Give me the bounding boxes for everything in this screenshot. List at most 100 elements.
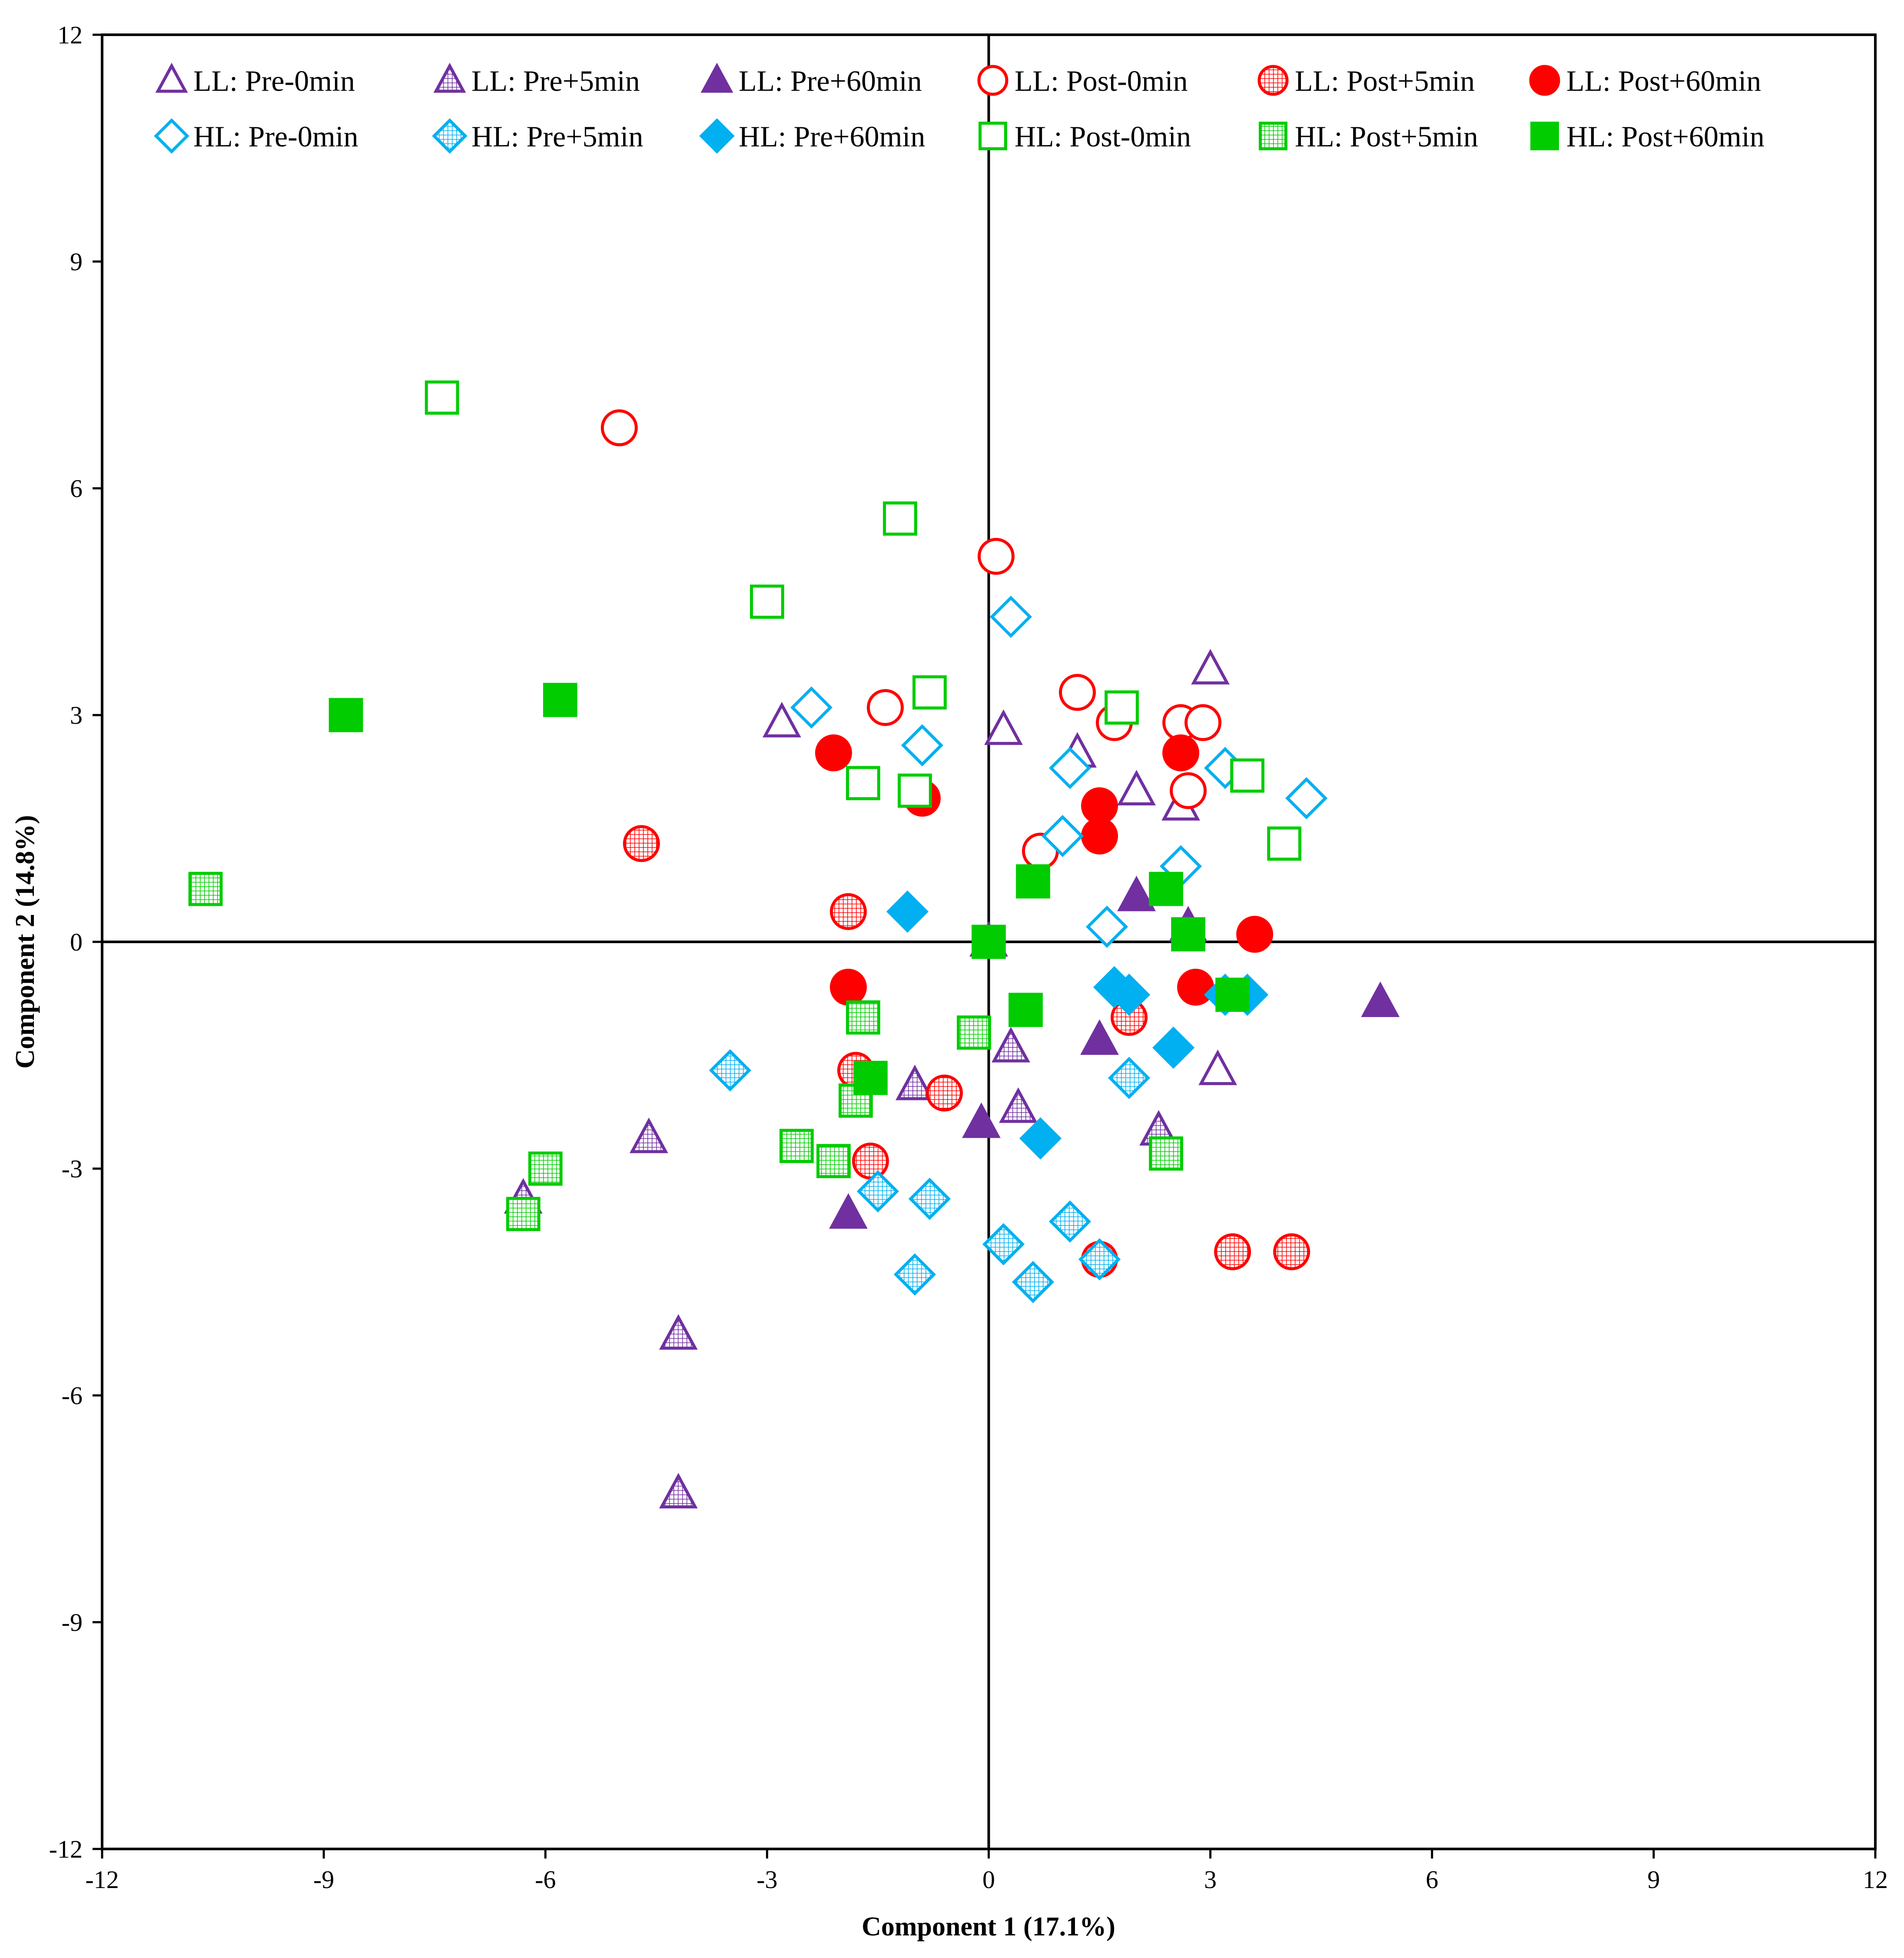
x-tick-label: 12 — [1863, 1865, 1888, 1894]
data-point — [982, 1223, 1025, 1266]
data-point — [1230, 758, 1265, 793]
data-point — [989, 596, 1032, 638]
data-point — [1273, 1233, 1310, 1270]
data-point — [1108, 974, 1151, 1016]
data-point — [1198, 1049, 1237, 1085]
data-point — [815, 734, 852, 772]
data-point — [1214, 1233, 1251, 1270]
legend-marker — [433, 63, 466, 93]
data-point — [1149, 871, 1183, 906]
data-points — [188, 380, 1400, 1509]
data-point — [846, 766, 880, 800]
legend-label: LL: Post+5min — [1295, 64, 1475, 97]
data-point — [1081, 817, 1118, 855]
data-point — [1117, 875, 1156, 911]
legend-label: LL: Pre+60min — [739, 64, 922, 97]
x-tick-label: -3 — [756, 1865, 777, 1894]
data-point — [790, 686, 833, 729]
legend-marker — [432, 118, 468, 154]
data-point — [856, 1170, 899, 1213]
series-8 — [709, 1049, 1151, 1303]
data-point — [912, 675, 947, 710]
legend-label: LL: Pre-0min — [193, 64, 355, 97]
data-point — [853, 1060, 888, 1095]
y-tick-label: -6 — [62, 1382, 83, 1410]
data-point — [1041, 815, 1084, 858]
data-point — [1267, 826, 1302, 861]
data-point — [896, 1064, 934, 1100]
y-tick-label: -12 — [49, 1835, 83, 1863]
data-point — [1108, 1057, 1151, 1099]
data-point — [709, 1049, 751, 1092]
x-tick-label: -12 — [85, 1865, 119, 1894]
y-tick-label: 6 — [70, 474, 83, 503]
y-tick-label: 3 — [70, 701, 83, 729]
series-10 — [425, 380, 1302, 861]
data-point — [780, 1129, 814, 1163]
data-point — [623, 825, 660, 862]
data-point — [852, 1143, 889, 1180]
data-point — [425, 380, 459, 415]
data-point — [925, 1074, 963, 1112]
data-point — [962, 1102, 1001, 1138]
data-point — [659, 1473, 698, 1509]
data-point — [866, 689, 904, 726]
legend-marker — [977, 65, 1008, 96]
y-tick-label: 12 — [57, 21, 83, 49]
data-point — [829, 893, 867, 930]
legend-marker — [1257, 65, 1289, 96]
x-tick-label: -9 — [313, 1865, 334, 1894]
y-tick-label: -3 — [62, 1155, 83, 1183]
data-point — [886, 890, 929, 933]
y-axis-title: Component 2 (14.8%) — [10, 815, 40, 1069]
legend-label: LL: Post+60min — [1566, 64, 1761, 97]
legend-label: LL: Pre+5min — [471, 64, 640, 97]
data-point — [999, 1087, 1038, 1123]
data-point — [629, 1117, 668, 1153]
data-point — [893, 1253, 936, 1296]
data-point — [1171, 917, 1205, 951]
data-point — [992, 1027, 1030, 1063]
series-2 — [504, 1027, 1178, 1509]
legend-label: LL: Post-0min — [1015, 64, 1188, 97]
data-point — [506, 1197, 541, 1231]
data-point — [188, 871, 223, 906]
legend-marker — [979, 122, 1007, 150]
data-point — [1170, 772, 1207, 809]
data-point — [816, 1144, 851, 1178]
legend-label: HL: Pre+60min — [739, 120, 925, 153]
data-point — [1080, 1019, 1119, 1055]
data-point — [1059, 674, 1096, 711]
legend-marker — [699, 118, 735, 154]
data-point — [528, 1151, 563, 1186]
legend-marker — [154, 118, 189, 154]
data-point — [1105, 690, 1139, 725]
data-point — [883, 501, 917, 536]
data-point — [1008, 993, 1043, 1027]
data-point — [1078, 1238, 1121, 1281]
data-point — [1184, 704, 1222, 741]
data-point — [1019, 1117, 1062, 1160]
x-tick-label: -6 — [535, 1865, 556, 1894]
y-tick-label: -9 — [62, 1608, 83, 1637]
series-7 — [790, 596, 1328, 948]
x-tick-label: 0 — [982, 1865, 995, 1894]
data-point — [659, 1314, 698, 1350]
data-point — [908, 1177, 951, 1220]
data-point — [829, 1193, 868, 1229]
legend-label: HL: Post+60min — [1566, 120, 1765, 153]
data-point — [762, 702, 801, 738]
data-point — [543, 682, 577, 717]
data-point — [1152, 1026, 1195, 1069]
x-tick-label: 3 — [1204, 1865, 1217, 1894]
legend-marker — [155, 63, 188, 93]
series-12 — [328, 682, 1250, 1095]
series-9 — [886, 890, 1269, 1160]
data-point — [750, 584, 784, 619]
data-point — [1215, 977, 1250, 1012]
data-point — [846, 1000, 880, 1035]
data-point — [829, 968, 867, 1006]
data-point — [1149, 1136, 1183, 1171]
legend-label: HL: Pre+5min — [471, 120, 643, 153]
